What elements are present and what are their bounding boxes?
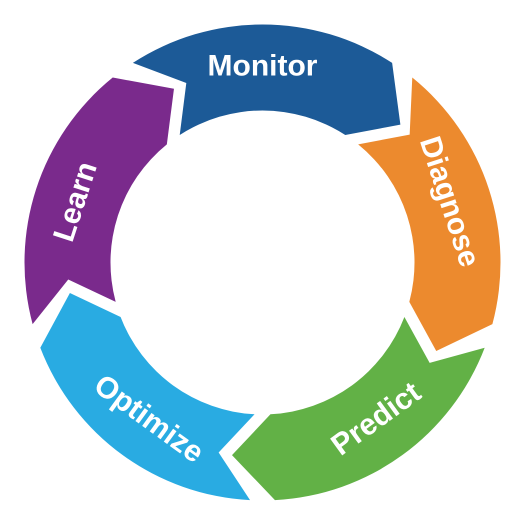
cycle-segment-learn bbox=[25, 78, 174, 325]
process-cycle-diagram: MonitorDiagnosePredictOptimizeLearn bbox=[0, 0, 525, 525]
cycle-label-monitor: Monitor bbox=[208, 49, 318, 82]
